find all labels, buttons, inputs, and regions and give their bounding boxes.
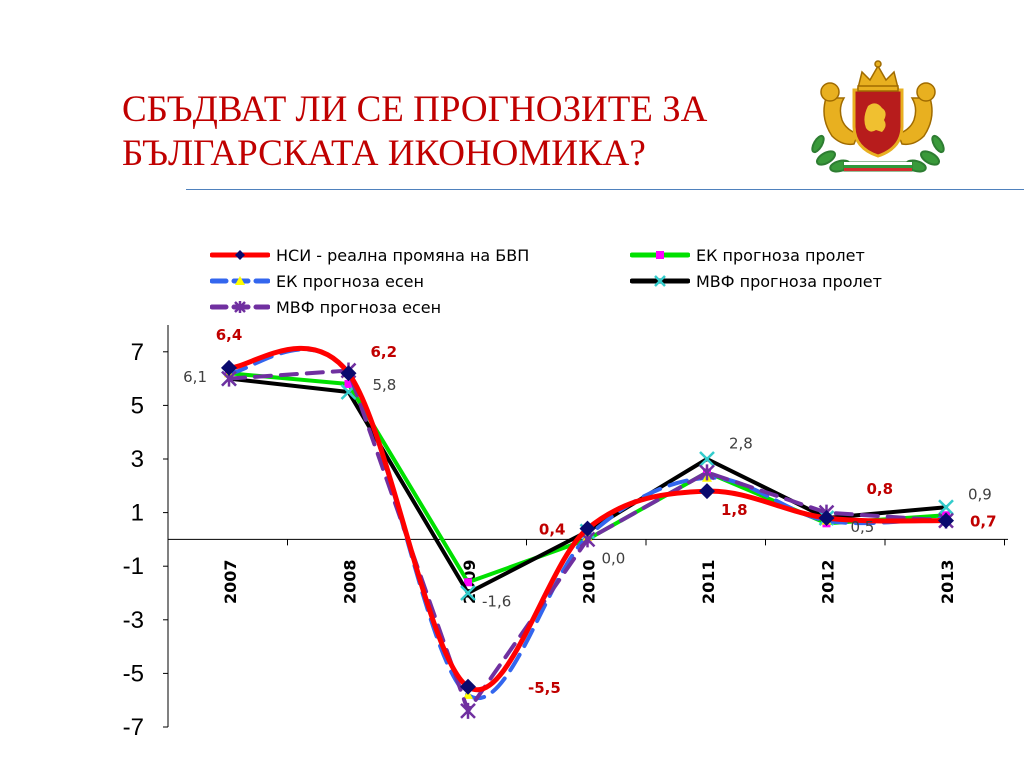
data-point [818,509,835,526]
data-point [654,275,666,287]
legend-label: МВФ прогноза пролет [696,271,882,291]
data-point [938,512,954,529]
x-tick-label: 2010 [580,559,599,604]
data-point [344,379,353,388]
series-line [227,371,948,585]
y-tick-label: -3 [123,607,144,634]
page-title: СБЪДВАТ ЛИ СЕ ПРОГНОЗИТЕ ЗА БЪЛГАРСКАТА … [122,89,708,174]
data-label: 0,4 [539,521,566,539]
data-point [699,483,715,500]
data-point [464,578,472,587]
y-tick-label: -7 [123,714,144,741]
y-tick-label: 3 [131,446,144,473]
x-tick-label: 2012 [819,559,838,604]
legend-swatch [630,275,690,287]
x-tick-label: 2007 [221,559,240,604]
legend-label: НСИ - реална промяна на БВП [276,245,530,265]
x-tick-label: 2008 [341,559,360,604]
y-tick-label: -1 [123,553,144,580]
legend-swatch [210,250,270,260]
series-2 [225,369,950,587]
data-label: 0,9 [968,485,992,503]
y-tick-label: -5 [123,660,144,687]
series-5 [221,362,954,719]
data-point [699,464,715,481]
x-tick-label: 2013 [938,559,957,604]
series-line [226,345,949,693]
chart-legend: НСИ - реална промяна на БВП ЕК прогноза п… [210,240,970,320]
legend-label: ЕК прогноза есен [276,271,424,291]
legend-swatch [210,276,270,285]
data-point [460,585,476,601]
data-point [699,451,715,467]
data-label: 6,1 [183,368,207,386]
data-point [579,520,596,537]
data-label: 0,8 [867,480,894,498]
data-label: 2,8 [729,434,753,452]
data-point [656,251,664,259]
legend-item: ЕК прогноза пролет [630,242,865,268]
data-point [460,702,476,719]
legend-swatch [210,301,270,313]
data-point [235,276,245,285]
data-point [234,301,246,313]
data-point [460,678,476,695]
data-point [340,365,357,382]
series-1 [221,345,954,695]
bulgarian-coat-of-arms-icon [811,60,945,173]
x-tick-label: 2011 [699,559,718,604]
legend-item: ЕК прогноза есен [210,268,424,294]
data-label: 0,0 [602,549,626,567]
legend-item: МВФ прогноза пролет [630,268,882,294]
emblem-shield-lion [864,103,886,132]
data-label: 6,4 [216,326,243,344]
data-label: 6,2 [371,343,398,361]
y-tick-label: 7 [131,339,144,366]
data-label: 0,5 [851,518,875,536]
legend-item: НСИ - реална промяна на БВП [210,242,529,268]
data-label: -5,5 [528,679,561,697]
emblem-crown [857,60,899,92]
emblem-lions [820,82,936,146]
y-tick-label: 5 [131,392,144,419]
data-label: 5,8 [373,376,397,394]
legend-label: МВФ прогноза есен [276,297,442,317]
legend-label: ЕК прогноза пролет [696,245,865,265]
legend-swatch [630,251,690,259]
data-point [938,499,954,516]
legend-item: МВФ прогноза есен [210,294,441,320]
data-label: 1,8 [721,501,748,519]
data-point [221,359,237,376]
data-point [235,250,245,260]
title-divider [186,189,1024,190]
data-label: -1,6 [482,592,511,610]
data-label: 0,7 [970,513,997,531]
y-tick-label: 1 [131,500,144,527]
